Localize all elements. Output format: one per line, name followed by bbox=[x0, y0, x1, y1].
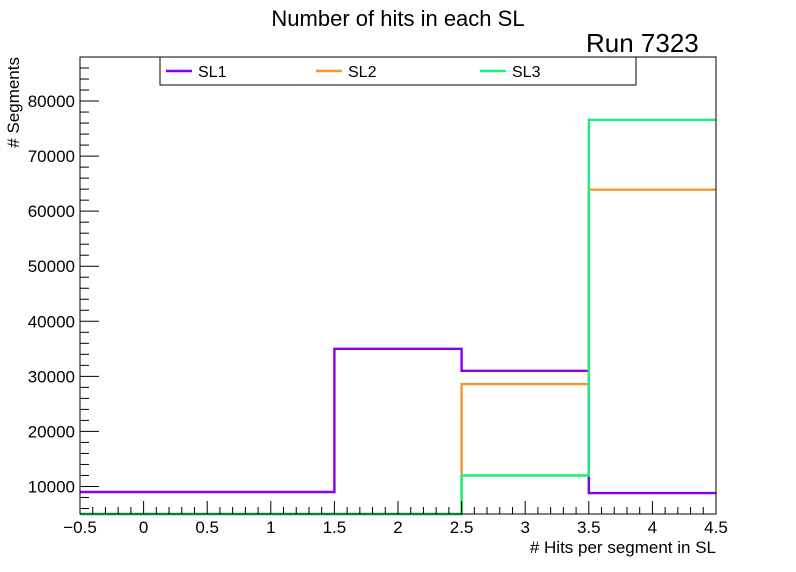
x-tick-label: 1.5 bbox=[323, 518, 347, 537]
legend-label-sl1: SL1 bbox=[198, 64, 227, 81]
run-label: Run 7323 bbox=[586, 28, 699, 58]
legend-label-sl2: SL2 bbox=[348, 64, 377, 81]
x-tick-label: 3.5 bbox=[577, 518, 601, 537]
x-tick-label: 2.5 bbox=[450, 518, 474, 537]
x-tick-label: 4 bbox=[648, 518, 657, 537]
chart-title: Number of hits in each SL bbox=[271, 6, 525, 31]
y-tick-label: 30000 bbox=[28, 367, 75, 386]
legend-label-sl3: SL3 bbox=[512, 64, 541, 81]
y-tick-label: 40000 bbox=[28, 312, 75, 331]
y-tick-label: 70000 bbox=[28, 147, 75, 166]
x-tick-label: 1 bbox=[266, 518, 275, 537]
y-axis-label: # Segments bbox=[4, 57, 23, 148]
series-layer bbox=[80, 118, 716, 516]
x-axis-label: # Hits per segment in SL bbox=[530, 538, 716, 557]
y-tick-label: 20000 bbox=[28, 422, 75, 441]
ticks-layer: −0.5 0 0.5 1 1.5 2 2.5 3 3.5 4 4.5 10000 20000 30000 4… bbox=[28, 56, 728, 537]
x-tick-label: −0.5 bbox=[63, 518, 97, 537]
series-line-sl1 bbox=[80, 347, 716, 495]
legend-box bbox=[159, 56, 637, 86]
plot-frame bbox=[79, 56, 717, 515]
y-tick-label: 60000 bbox=[28, 202, 75, 221]
y-tick-label: 50000 bbox=[28, 257, 75, 276]
series-line-sl2 bbox=[80, 188, 716, 516]
x-tick-label: 0 bbox=[139, 518, 148, 537]
x-tick-label: 0.5 bbox=[195, 518, 219, 537]
y-tick-label: 10000 bbox=[28, 477, 75, 496]
x-tick-label: 4.5 bbox=[704, 518, 728, 537]
series-line-sl3 bbox=[80, 118, 716, 516]
x-tick-label: 2 bbox=[393, 518, 402, 537]
y-tick-label: 80000 bbox=[28, 92, 75, 111]
legend: SL1 SL2 SL3 bbox=[159, 56, 637, 86]
x-tick-label: 3 bbox=[520, 518, 529, 537]
